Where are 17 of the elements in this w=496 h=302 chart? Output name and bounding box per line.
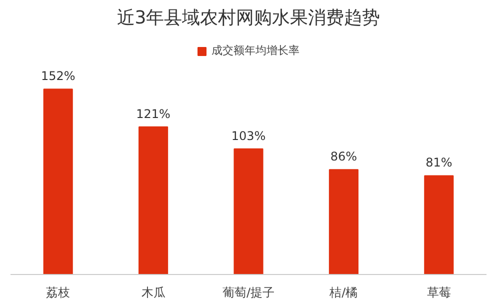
legend-label: 成交额年均增长率 <box>212 43 300 58</box>
x-tick-label: 草莓 <box>426 286 451 300</box>
data-label: 121% <box>136 106 170 121</box>
x-tick-label: 桔/橘 <box>328 286 358 300</box>
bar <box>138 126 168 274</box>
x-tick-label: 木瓜 <box>141 286 166 300</box>
data-label: 86% <box>330 150 358 164</box>
chart-title: 近3年县域农村网购水果消费趋势 <box>116 8 380 28</box>
bar <box>328 169 358 274</box>
x-tick-label: 荔枝 <box>46 286 70 300</box>
data-label: 152% <box>40 69 76 84</box>
data-label: 103% <box>231 128 266 143</box>
data-label: 81% <box>426 156 452 170</box>
bar <box>43 88 73 274</box>
bar <box>234 148 264 274</box>
x-tick-label: 葡萄/提子 <box>222 286 275 300</box>
bar <box>424 175 454 274</box>
